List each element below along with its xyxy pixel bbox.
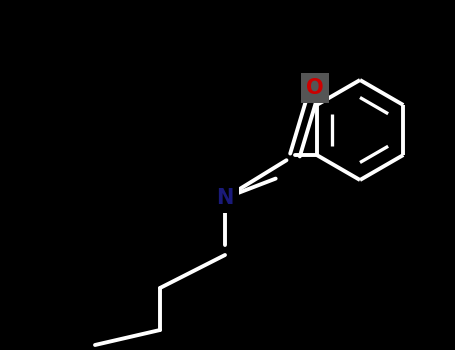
Text: O: O: [306, 78, 324, 98]
Text: N: N: [216, 188, 234, 208]
